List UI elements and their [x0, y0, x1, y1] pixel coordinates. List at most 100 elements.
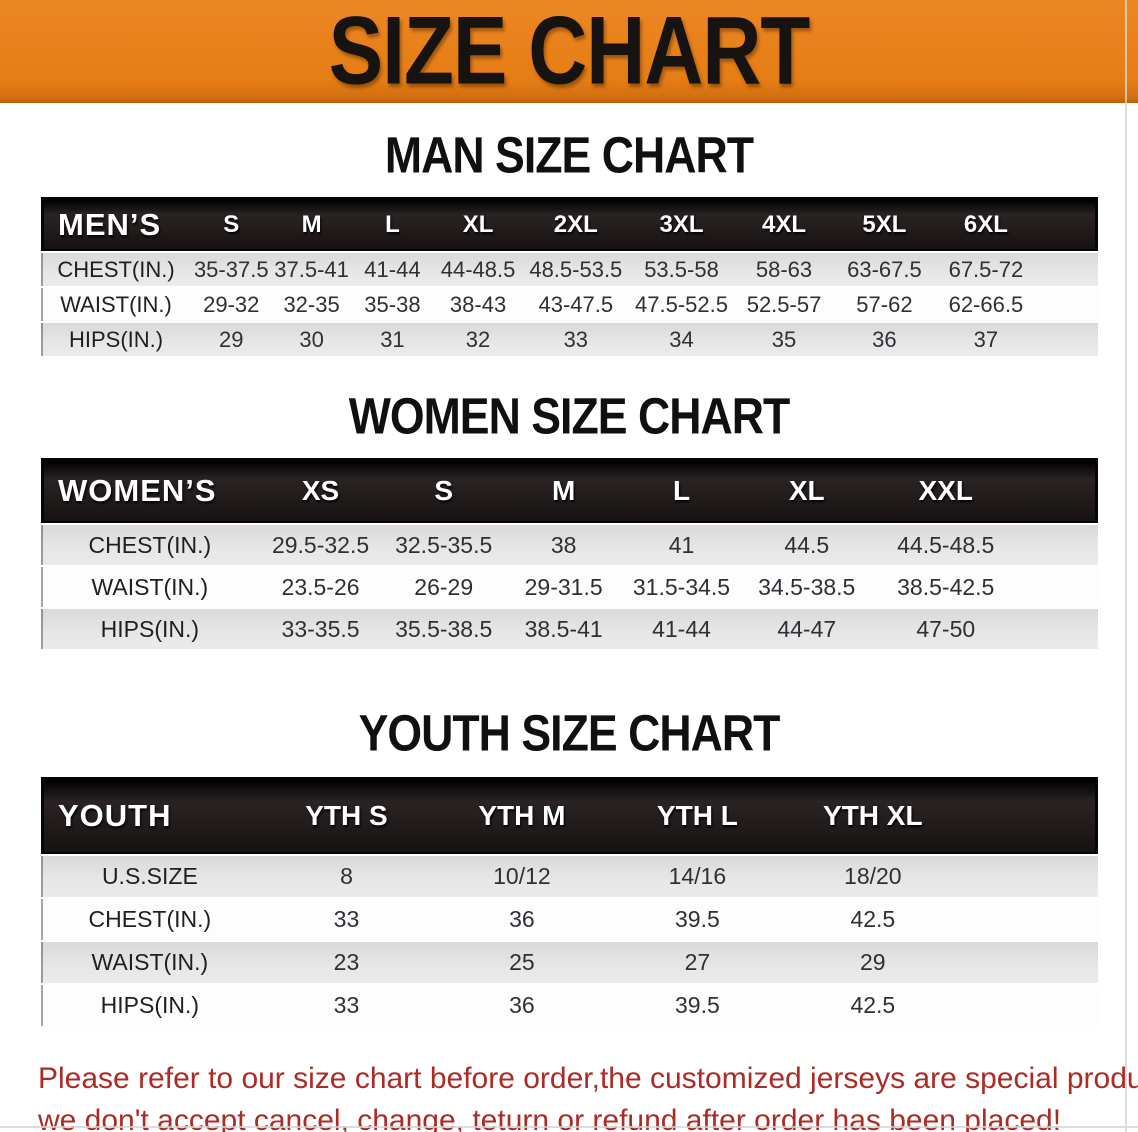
size-column-header: 3XL	[628, 197, 735, 251]
measurement-value-cell: 41-44	[351, 253, 434, 286]
measurement-value-cell: 44.5	[740, 525, 873, 565]
measurement-value-cell: 35-37.5	[191, 253, 272, 286]
measurement-value-cell: 44-47	[740, 609, 873, 649]
measurement-value-cell: 36	[833, 323, 936, 356]
header-filler-cell	[1036, 197, 1098, 251]
bottom-edge-line	[0, 1126, 1138, 1128]
row-filler-cell	[1018, 609, 1098, 649]
measurement-value-cell: 18/20	[785, 856, 961, 897]
row-filler-cell	[960, 985, 1098, 1026]
row-filler-cell	[960, 942, 1098, 983]
measurement-row-label: HIPS(IN.)	[41, 609, 259, 649]
measurement-value-cell: 53.5-58	[628, 253, 735, 286]
right-edge-line	[1125, 0, 1127, 1132]
youth-section-heading: YOUTH SIZE CHART	[358, 704, 781, 762]
measurement-value-cell: 57-62	[833, 288, 936, 321]
measurement-value-cell: 29-31.5	[505, 567, 623, 607]
size-column-header: 6XL	[935, 197, 1037, 251]
size-column-header: M	[271, 197, 352, 251]
measurement-value-cell: 32-35	[271, 288, 352, 321]
measurement-value-cell: 35-38	[351, 288, 434, 321]
table-header-row: MEN’S S M L XL 2XL 3XL 4XL 5XL 6XL	[41, 197, 1098, 251]
measurement-value-cell: 31	[351, 323, 434, 356]
youth-size-table: YOUTH YTH S YTH M YTH L YTH XL U.S.SIZE 8 10/1…	[41, 775, 1098, 1028]
measurement-value-cell: 10/12	[434, 856, 610, 897]
size-column-header: S	[382, 458, 505, 523]
measurement-value-cell: 8	[258, 856, 435, 897]
banner: SIZE CHART	[0, 0, 1138, 105]
measurement-value-cell: 38-43	[433, 288, 523, 321]
measurement-value-cell: 33	[258, 899, 435, 940]
measurement-value-cell: 38.5-42.5	[872, 567, 1019, 607]
measurement-value-cell: 41	[622, 525, 741, 565]
measurement-value-cell: 38	[505, 525, 623, 565]
women-size-section: WOMEN SIZE CHART WOMEN’S XS S M L XL XXL CHEST…	[0, 387, 1138, 651]
measurement-row-label: WAIST(IN.)	[41, 288, 192, 321]
size-column-header: XL	[740, 458, 873, 523]
table-corner-label: MEN’S	[41, 197, 192, 251]
measurement-value-cell: 62-66.5	[935, 288, 1037, 321]
measurement-value-cell: 42.5	[785, 899, 961, 940]
table-header-row: WOMEN’S XS S M L XL XXL	[41, 458, 1098, 523]
measurement-value-cell: 32.5-35.5	[382, 525, 505, 565]
measurement-value-cell: 33-35.5	[258, 609, 383, 649]
measurement-value-cell: 34	[628, 323, 735, 356]
table-corner-label: WOMEN’S	[41, 458, 259, 523]
measurement-value-cell: 47.5-52.5	[628, 288, 735, 321]
row-filler-cell	[960, 899, 1098, 940]
size-column-header: YTH S	[258, 777, 435, 854]
row-filler-cell	[1036, 323, 1098, 356]
measurement-row: CHEST(IN.) 29.5-32.5 32.5-35.5 38 41 44.5 44.5…	[41, 525, 1098, 565]
measurement-value-cell: 33	[258, 985, 435, 1026]
measurement-row: U.S.SIZE 8 10/12 14/16 18/20	[41, 856, 1098, 897]
measurement-value-cell: 23	[258, 942, 435, 983]
row-filler-cell	[1036, 288, 1098, 321]
header-filler-cell	[1018, 458, 1098, 523]
table-corner-label: YOUTH	[41, 777, 259, 854]
measurement-value-cell: 58-63	[734, 253, 834, 286]
men-size-section: MAN SIZE CHART MEN’S S M L XL 2XL 3XL 4XL 5XL 6XL…	[0, 126, 1138, 358]
measurement-value-cell: 25	[434, 942, 610, 983]
measurement-row: WAIST(IN.) 23 25 27 29	[41, 942, 1098, 983]
disclaimer-line-1: Please refer to our size chart before or…	[38, 1062, 1138, 1095]
measurement-row-label: U.S.SIZE	[41, 856, 259, 897]
men-size-table: MEN’S S M L XL 2XL 3XL 4XL 5XL 6XL CHEST(IN.) 35-3…	[41, 195, 1098, 358]
measurement-row-label: CHEST(IN.)	[41, 525, 259, 565]
measurement-row-label: HIPS(IN.)	[41, 985, 259, 1026]
measurement-value-cell: 44-48.5	[433, 253, 523, 286]
size-column-header: M	[505, 458, 623, 523]
men-section-heading: MAN SIZE CHART	[384, 126, 754, 184]
measurement-value-cell: 35	[734, 323, 834, 356]
measurement-value-cell: 37	[935, 323, 1037, 356]
measurement-value-cell: 44.5-48.5	[872, 525, 1019, 565]
measurement-row: HIPS(IN.) 29 30 31 32 33 34 35 36 37	[41, 323, 1098, 356]
measurement-value-cell: 41-44	[622, 609, 741, 649]
row-filler-cell	[1018, 567, 1098, 607]
measurement-value-cell: 29	[191, 323, 272, 356]
measurement-row-label: WAIST(IN.)	[41, 567, 259, 607]
women-size-table: WOMEN’S XS S M L XL XXL CHEST(IN.) 29.5-32.5 32.…	[41, 456, 1098, 651]
measurement-row: WAIST(IN.) 29-32 32-35 35-38 38-43 43-47.5 47.…	[41, 288, 1098, 321]
youth-size-section: YOUTH SIZE CHART YOUTH YTH S YTH M YTH L YTH…	[0, 704, 1138, 1028]
measurement-row: CHEST(IN.) 35-37.5 37.5-41 41-44 44-48.5 48.5…	[41, 253, 1098, 286]
measurement-value-cell: 30	[271, 323, 352, 356]
women-section-heading: WOMEN SIZE CHART	[348, 387, 791, 445]
measurement-row: WAIST(IN.) 23.5-26 26-29 29-31.5 31.5-34.5 34…	[41, 567, 1098, 607]
header-filler-cell	[960, 777, 1098, 854]
measurement-value-cell: 23.5-26	[258, 567, 383, 607]
measurement-value-cell: 63-67.5	[833, 253, 936, 286]
measurement-value-cell: 31.5-34.5	[622, 567, 741, 607]
size-column-header: YTH XL	[785, 777, 961, 854]
measurement-value-cell: 34.5-38.5	[740, 567, 873, 607]
measurement-value-cell: 47-50	[872, 609, 1019, 649]
measurement-value-cell: 36	[434, 899, 610, 940]
measurement-value-cell: 67.5-72	[935, 253, 1037, 286]
measurement-row-label: WAIST(IN.)	[41, 942, 259, 983]
measurement-value-cell: 27	[609, 942, 786, 983]
measurement-value-cell: 52.5-57	[734, 288, 834, 321]
row-filler-cell	[1018, 525, 1098, 565]
size-column-header: L	[622, 458, 741, 523]
measurement-value-cell: 29	[785, 942, 961, 983]
measurement-row-label: HIPS(IN.)	[41, 323, 192, 356]
